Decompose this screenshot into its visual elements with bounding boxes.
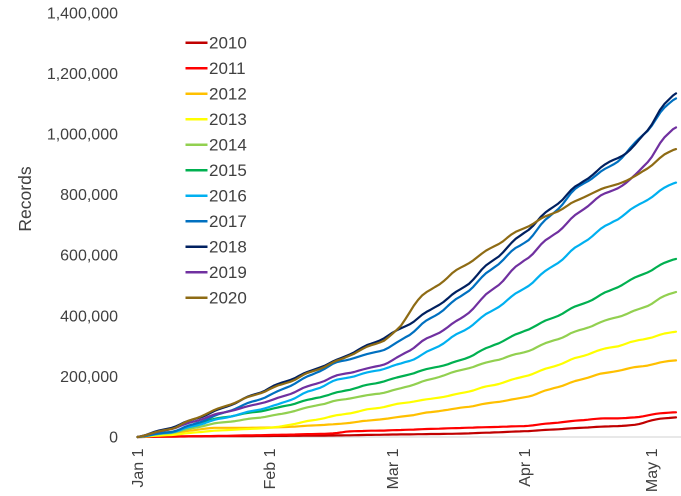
svg-text:Feb 1: Feb 1 [262,448,279,489]
svg-text:2016: 2016 [209,187,247,206]
svg-text:800,000: 800,000 [60,187,118,204]
svg-text:2015: 2015 [209,161,247,180]
svg-text:2010: 2010 [209,34,247,53]
svg-text:Records: Records [15,166,35,231]
svg-text:1,400,000: 1,400,000 [47,5,118,22]
svg-text:2011: 2011 [209,59,246,78]
svg-text:2018: 2018 [209,238,247,257]
svg-text:2012: 2012 [209,85,247,104]
svg-text:400,000: 400,000 [60,308,118,325]
svg-text:2014: 2014 [209,136,247,155]
svg-text:600,000: 600,000 [60,248,118,265]
svg-text:Mar 1: Mar 1 [385,448,402,489]
svg-text:2017: 2017 [209,212,247,231]
svg-text:Jan 1: Jan 1 [130,448,147,487]
svg-text:2019: 2019 [209,263,247,282]
svg-text:2013: 2013 [209,110,247,129]
svg-text:0: 0 [109,430,118,447]
svg-text:200,000: 200,000 [60,369,118,386]
svg-text:1,200,000: 1,200,000 [47,66,118,83]
svg-text:Apr 1: Apr 1 [517,448,534,486]
svg-text:1,000,000: 1,000,000 [47,127,118,144]
svg-text:2020: 2020 [209,289,247,308]
svg-text:May 1: May 1 [644,448,661,492]
